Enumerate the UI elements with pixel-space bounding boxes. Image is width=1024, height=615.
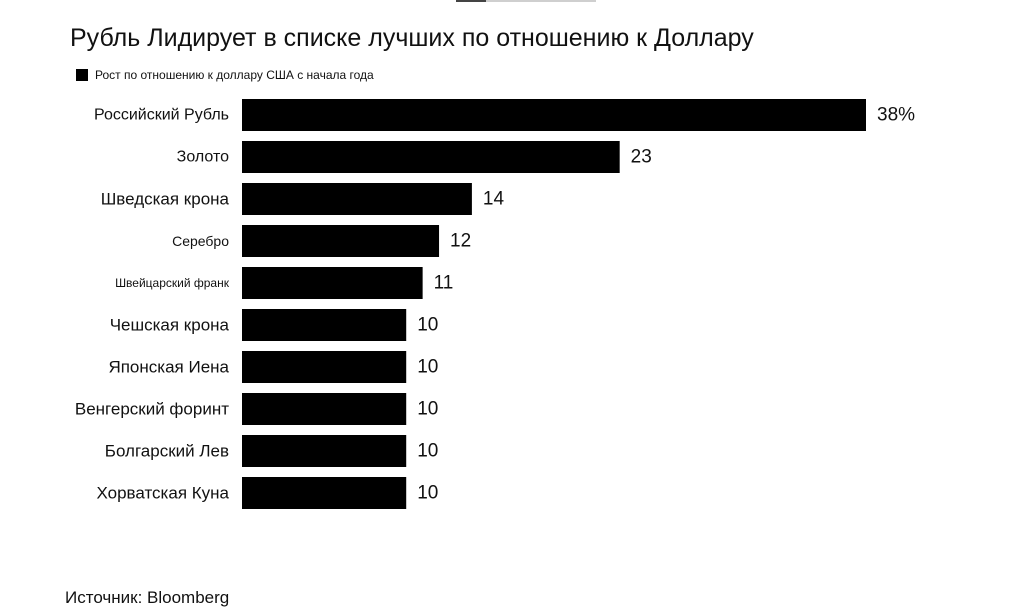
data-label: 14 <box>483 189 505 210</box>
category-label: Швейцарский франк <box>115 276 230 290</box>
bar <box>242 225 440 257</box>
bar-chart: Российский Рубль 38% Золото 23 Шведская крон… <box>75 99 915 509</box>
category-label: Серебро <box>172 233 229 249</box>
bar <box>242 267 423 299</box>
legend-swatch <box>76 69 88 81</box>
bar <box>242 99 866 131</box>
bar <box>242 309 407 341</box>
category-label: Шведская крона <box>101 190 230 209</box>
bar <box>242 393 407 425</box>
data-label: 12 <box>450 231 471 252</box>
bar <box>242 351 407 383</box>
category-label: Чешская крона <box>110 316 230 335</box>
bar <box>242 477 407 509</box>
bar <box>242 141 620 173</box>
bar <box>242 183 472 215</box>
category-label: Золото <box>177 149 229 166</box>
top-scroll-indicator <box>456 0 596 2</box>
data-label: 10 <box>417 315 438 336</box>
data-label: 10 <box>417 357 438 378</box>
category-label: Японская Иена <box>108 358 229 377</box>
top-scroll-indicator-thumb <box>456 0 486 2</box>
chart-title: Рубль Лидирует в списке лучших по отноше… <box>70 24 754 52</box>
source-note: Источник: Bloomberg <box>65 588 230 607</box>
category-label: Венгерский форинт <box>75 400 229 419</box>
data-label: 38% <box>877 105 915 126</box>
bar <box>242 435 407 467</box>
data-label: 11 <box>434 273 454 294</box>
category-label: Российский Рубль <box>94 107 229 124</box>
data-label: 10 <box>417 441 438 462</box>
chart-legend: Рост по отношению к доллару США с начала… <box>76 67 374 83</box>
data-label: 23 <box>631 147 652 168</box>
legend-label: Рост по отношению к доллару США с начала… <box>95 68 374 82</box>
category-label: Болгарский Лев <box>105 442 229 461</box>
data-label: 10 <box>417 399 438 420</box>
data-label: 10 <box>417 483 438 504</box>
category-label: Хорватская Куна <box>96 484 229 503</box>
